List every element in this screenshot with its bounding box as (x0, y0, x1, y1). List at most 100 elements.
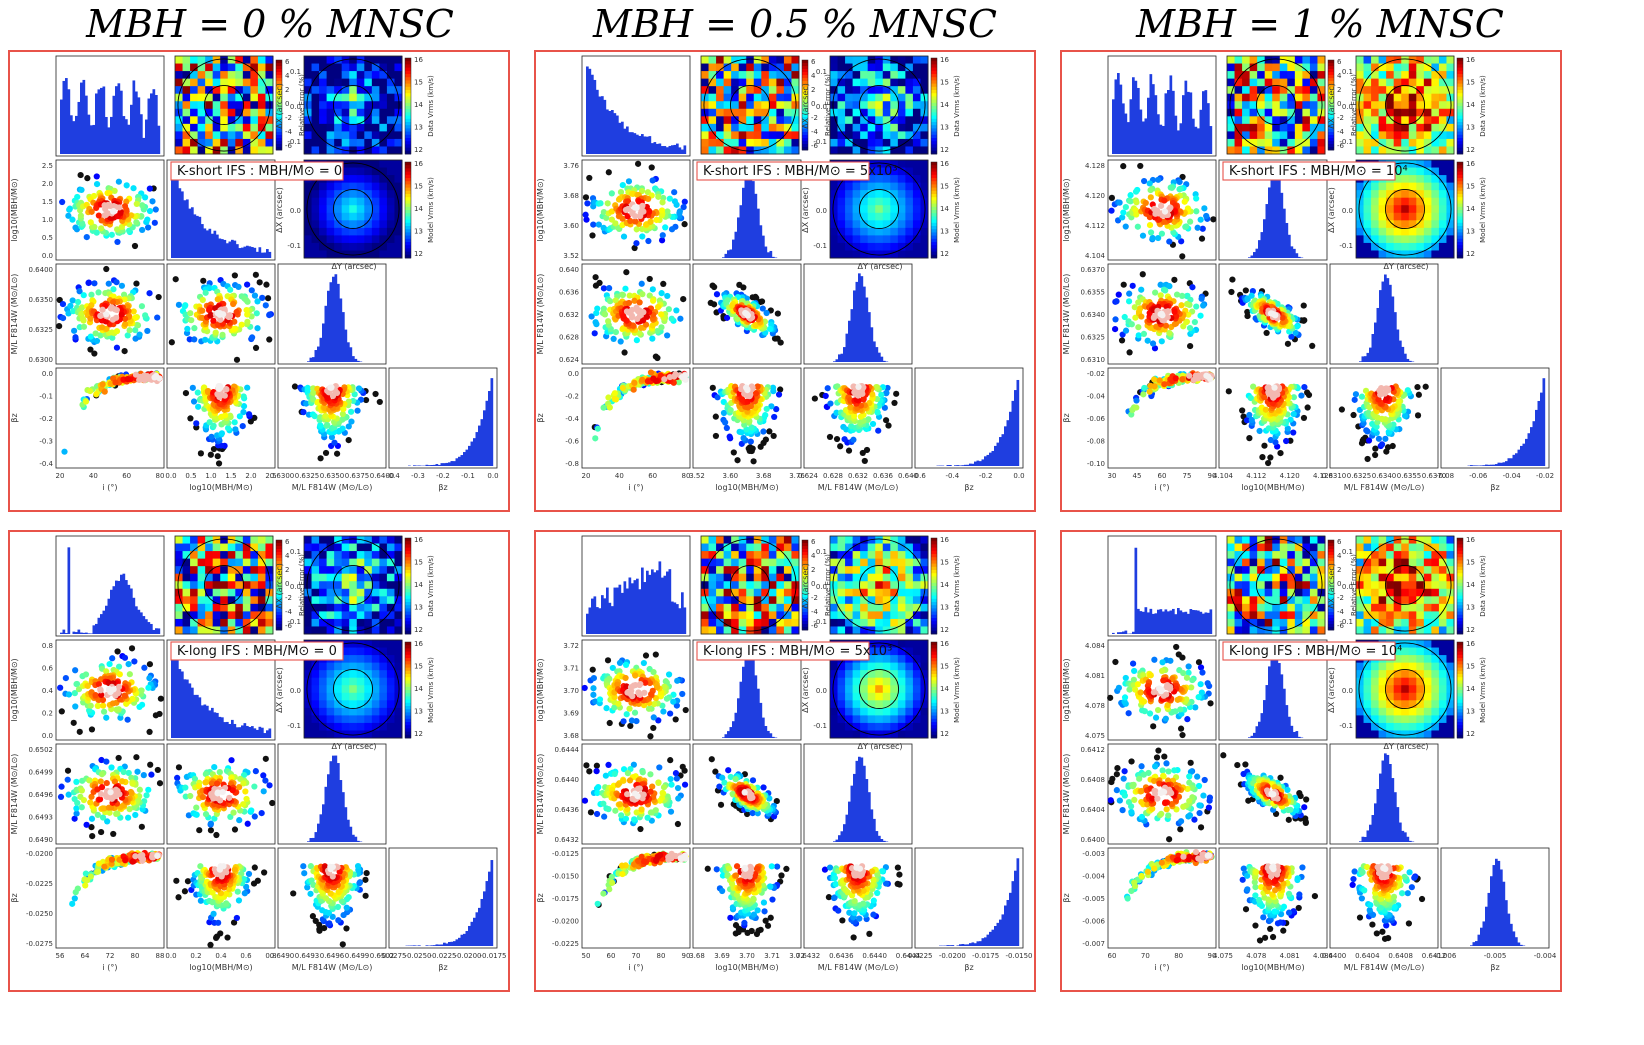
p1-scatter-2-0-point-24 (649, 286, 656, 293)
p1-model-map-cell-12-2 (920, 175, 929, 184)
p2-resid-map-cell-11-11 (1309, 138, 1318, 147)
p0-data-map-cell-1-6 (311, 101, 320, 110)
p1-data-map-cell-8-8 (890, 116, 899, 125)
p1-xtick-3-3: 0.0 (1013, 472, 1024, 480)
p0-hist-2-bar-13 (314, 350, 318, 362)
p2-resid-map-cell-8-2 (1287, 71, 1296, 80)
p0-scatter-2-1-point-22 (262, 302, 269, 309)
p0-model-map-cell-2-8 (319, 220, 328, 229)
p0-scatter-3-2-point-90 (322, 412, 329, 420)
p2-scatter-1-0-point-66 (1147, 186, 1154, 194)
p2-resid-map-cell-2-0 (1242, 56, 1251, 65)
p1-resid-map-cell-3-2 (723, 71, 732, 80)
p1-scatter-3-1-point-21 (771, 413, 778, 421)
p1-scatter-3-2-point-95 (851, 412, 858, 419)
p2-resid-map-cell-5-2 (1264, 71, 1273, 80)
p1-data-cbar-seg-19 (931, 118, 937, 123)
p1-model-map-cell-10-2 (905, 175, 914, 184)
p0-xtick-1-5: 2.5 (265, 472, 276, 480)
p0-model-map-cell-5-5 (341, 197, 350, 206)
p1-scatter-3-1-point-131 (754, 383, 761, 390)
p2-resid-map-cell-1-4 (1234, 86, 1243, 95)
p2-scatter-1-0-point-98 (1147, 194, 1154, 201)
p1-data-map-cell-10-1 (905, 63, 914, 72)
p0-data-map-cell-6-8 (349, 116, 358, 125)
p1-data-map-frame (829, 55, 929, 155)
p2-hist-3-bar-32 (1525, 438, 1528, 466)
p1-data-map-cell-2-2 (845, 71, 854, 80)
p1-data-map-cell-7-10 (882, 131, 891, 140)
p2-scatter-2-0-point-97 (1138, 313, 1145, 320)
p2-resid-map-cell-4-5 (1257, 93, 1266, 102)
p0-data-map-cell-1-4 (311, 86, 320, 95)
p0-hist-3-bar-10 (418, 465, 421, 466)
p2-hist-1-bar-10 (1248, 257, 1251, 258)
p0-data-map-ring-outer (306, 58, 400, 152)
p1-resid-map-cell-11-1 (783, 63, 792, 72)
p0-scatter-2-1-point-127 (233, 308, 240, 316)
p1-data-cbar-tick-0: 16 (940, 56, 949, 64)
p2-resid-map-cell-3-1 (1249, 63, 1258, 72)
p1-resid-map-cell-11-10 (783, 131, 792, 140)
p0-resid-map-cell-3-8 (197, 116, 206, 125)
p2-scatter-1-0-point-76 (1133, 199, 1140, 206)
p1-hist-2-bar-18 (853, 290, 856, 362)
p1-model-map-cell-10-4 (905, 190, 914, 199)
p2-resid-map-cell-11-6 (1309, 101, 1318, 110)
p0-resid-cbar-seg-14 (276, 102, 282, 106)
p0-hist-1-bar-7 (188, 208, 192, 258)
p2-scatter-2-0-point-71 (1183, 319, 1190, 326)
p1-data-map-cell-1-6 (837, 101, 846, 110)
p0-scatter-2-1-point-37 (254, 298, 261, 305)
p0-resid-cbar-seg-18 (276, 114, 282, 118)
p2-hist-3-bar-37 (1537, 400, 1541, 466)
p0-data-map-cell-5-1 (341, 63, 350, 72)
p0-hist-3-bar-28 (463, 452, 466, 466)
p0-hist-2-bar-12 (312, 357, 315, 362)
p1-data-map-cell-8-0 (890, 56, 899, 65)
p0-model-cbar-title: Model Vrms (km/s) (427, 177, 435, 243)
p2-scatter-1-0-point-3 (1137, 162, 1144, 170)
p0-resid-cbar-seg-27 (276, 141, 282, 145)
p0-resid-map-cell-9-2 (242, 71, 251, 80)
p1-data-map-cell-6-0 (875, 56, 884, 65)
p1-data-map-cell-5-3 (867, 78, 876, 87)
p0-resid-map-cell-12-9 (265, 123, 274, 132)
p1-resid-map-cell-11-9 (783, 123, 792, 132)
p2-scatter-3-0-point-126 (1161, 381, 1168, 388)
p0-resid-map-cell-9-4 (242, 86, 251, 95)
p1-resid-map-cell-4-12 (731, 146, 740, 155)
p0-data-map-cell-7-3 (356, 78, 365, 87)
p2-scatter-1-0-point-31 (1139, 232, 1147, 239)
p0-data-cbar-title: Data Vrms (km/s) (427, 75, 435, 137)
p1-scatter-2-0-point-34 (668, 315, 675, 322)
p0-resid-map-cell-6-2 (220, 71, 229, 80)
p2-resid-map-cell-11-3 (1309, 78, 1318, 87)
p1-model-map-cell-2-6 (845, 205, 854, 214)
p0-xtick-0-2: 60 (122, 472, 131, 480)
p1-scatter-2-0-point-11 (600, 285, 608, 292)
column-title-2: MBH = 0.5 % MNSC (593, 2, 997, 46)
p1-resid-cbar-seg-12 (802, 96, 808, 100)
column-title-1: MBH = 0 % MNSC (86, 2, 454, 46)
p1-xtick-1-0: 3.52 (689, 472, 705, 480)
p1-model-cbar-seg-28 (931, 251, 937, 256)
p0-data-map-cell-2-4 (319, 86, 328, 95)
p0-scatter-2-0-point-19 (113, 279, 120, 286)
p0-resid-cbar-seg-26 (276, 138, 282, 142)
p1-data-cbar-tick-1: 15 (940, 79, 949, 87)
p1-resid-cbar-seg-23 (802, 129, 808, 133)
p2-resid-map-cell-12-9 (1317, 123, 1326, 132)
p0-resid-map-cell-2-9 (190, 123, 199, 132)
p1-scatter-3-2-point-47 (874, 408, 881, 415)
p0-resid-cbar-seg-10 (276, 90, 282, 94)
p2-hist-3-bar-34 (1530, 427, 1533, 466)
p1-scatter-3-2-point-4 (885, 422, 892, 429)
p2-scatter-3-0-point-169 (1207, 375, 1214, 383)
p1-xlabel-3: βz (964, 483, 973, 492)
p0-scatter-2-0-point-161 (107, 305, 115, 312)
p1-resid-cbar-seg-5 (802, 75, 808, 79)
p0-data-map-cell-3-12 (326, 146, 335, 155)
p0-ytick-3-1: -0.1 (39, 393, 53, 401)
p2-scatter-1-0-point-6 (1210, 216, 1217, 223)
